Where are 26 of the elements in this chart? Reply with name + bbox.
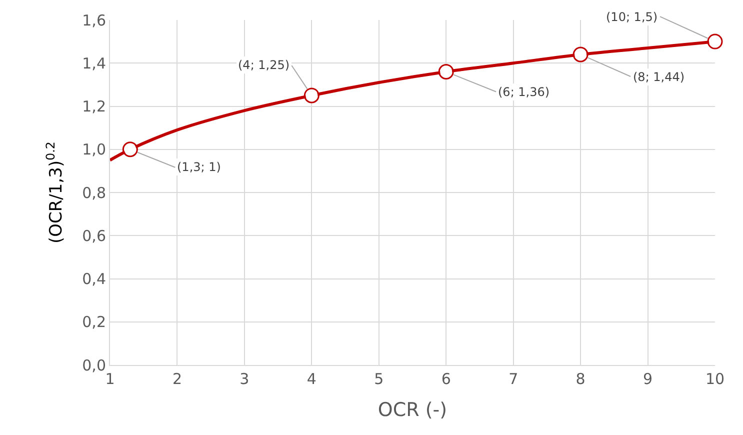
y-tick-label: 1,0 xyxy=(82,140,106,159)
x-tick-label: 3 xyxy=(240,370,250,388)
y-tick-label: 0,4 xyxy=(82,270,106,288)
y-tick-label: 0,0 xyxy=(82,356,106,374)
y-tick-label: 1,2 xyxy=(82,98,106,116)
point xyxy=(707,34,723,50)
y-tick-label: 1,4 xyxy=(82,54,106,72)
annotation: (1,3; 1) xyxy=(177,160,221,174)
annotation: (6; 1,36) xyxy=(498,85,550,99)
y-tick-label: 0,6 xyxy=(82,226,106,245)
x-tick-label: 8 xyxy=(576,370,586,388)
x-tick-label: 5 xyxy=(374,370,384,388)
annotation: (10; 1,5) xyxy=(606,10,658,24)
x-tick-label: 2 xyxy=(172,370,182,388)
x-tick-label: 4 xyxy=(306,370,316,388)
x-tick-label: 1 xyxy=(105,370,115,388)
x-tick-label: 7 xyxy=(508,370,518,388)
x-tick-label: 10 xyxy=(705,370,725,388)
y-tick-label: 0,2 xyxy=(82,313,106,332)
annotation: (8; 1,44) xyxy=(633,70,685,84)
x-tick-label: 9 xyxy=(643,370,653,388)
x-tick-label: 6 xyxy=(441,370,451,388)
y-tick-label: 1,6 xyxy=(82,11,106,30)
annotation: (4; 1,25) xyxy=(238,58,290,72)
y-tick-label: 0,8 xyxy=(82,184,106,202)
x-axis-title: OCR (-) xyxy=(378,398,448,421)
